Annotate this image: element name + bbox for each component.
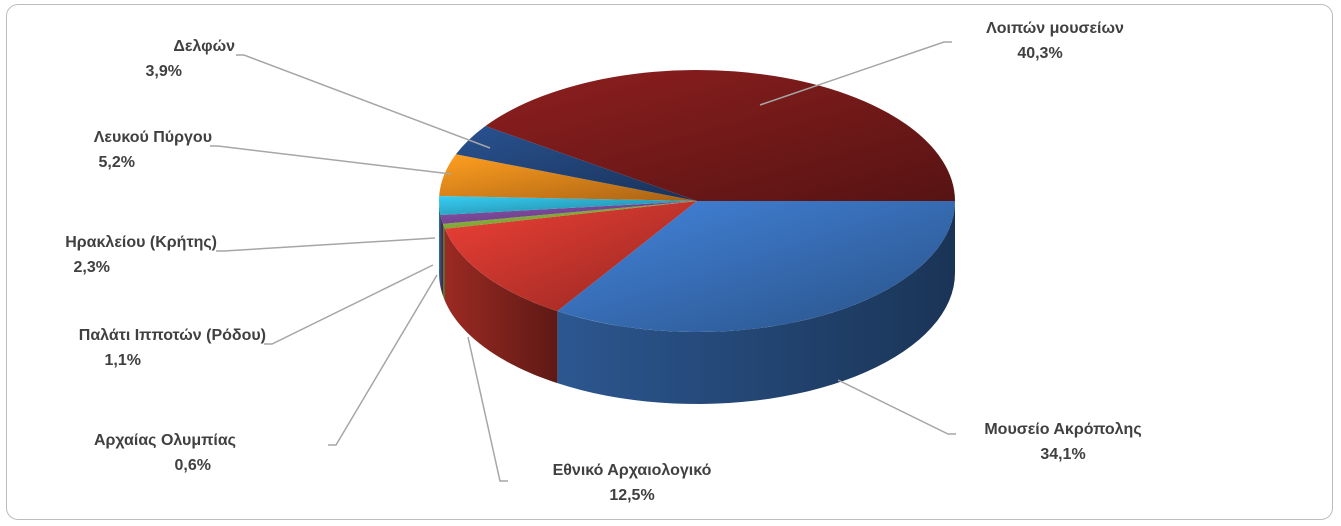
value-label-1: 12,5%	[609, 487, 654, 504]
leader-line-6	[236, 54, 491, 149]
value-label-7: 40,3%	[1017, 45, 1062, 62]
pie-slice-2	[442, 201, 697, 229]
pie-slice-5	[439, 154, 697, 201]
pie-sides	[439, 201, 955, 404]
leader-line-7	[759, 41, 952, 106]
pie-slice-4	[438, 196, 697, 215]
pie-side-2	[442, 223, 445, 301]
pie-side-0	[557, 201, 955, 404]
pie-slice-0	[557, 201, 955, 332]
pie-side-1	[444, 228, 558, 384]
value-label-4: 2,3%	[74, 259, 110, 276]
pie-side-4	[439, 201, 441, 287]
data-labels: Μουσείο Ακρόπολης 34,1% Εθνικό Αρχαιολογικ…	[65, 20, 1141, 504]
leader-line-0	[837, 379, 956, 435]
leader-line-5	[210, 145, 452, 175]
value-label-2: 0,6%	[175, 457, 211, 474]
category-label-4: Ηρακλείου (Κρήτης)	[65, 234, 217, 251]
leader-lines	[210, 41, 956, 482]
category-label-1: Εθνικό Αρχαιολογικό	[553, 462, 712, 479]
leader-line-1	[467, 336, 508, 482]
leader-line-4	[216, 237, 436, 252]
value-label-0: 34,1%	[1040, 446, 1085, 463]
category-label-6: Δελφών	[173, 38, 235, 55]
pie-side-3	[440, 214, 443, 296]
pie-slice-3	[440, 201, 697, 224]
value-label-5: 5,2%	[99, 154, 135, 171]
pie-slice-6	[455, 126, 697, 201]
pie-slice-1	[444, 201, 697, 312]
leader-line-2	[328, 274, 438, 446]
value-label-3: 1,1%	[105, 352, 141, 369]
category-label-5: Λευκού Πύργου	[94, 129, 212, 146]
category-label-7: Λοιπών μουσείων	[986, 20, 1124, 37]
category-label-2: Αρχαίας Ολυμπίας	[94, 432, 236, 449]
leader-line-3	[264, 264, 434, 345]
category-label-0: Μουσείο Ακρόπολης	[984, 421, 1141, 438]
category-label-3: Παλάτι Ιπποτών (Ρόδου)	[79, 327, 266, 344]
value-label-6: 3,9%	[146, 63, 182, 80]
pie-slice-7	[485, 69, 955, 201]
pie-tops	[438, 69, 955, 332]
